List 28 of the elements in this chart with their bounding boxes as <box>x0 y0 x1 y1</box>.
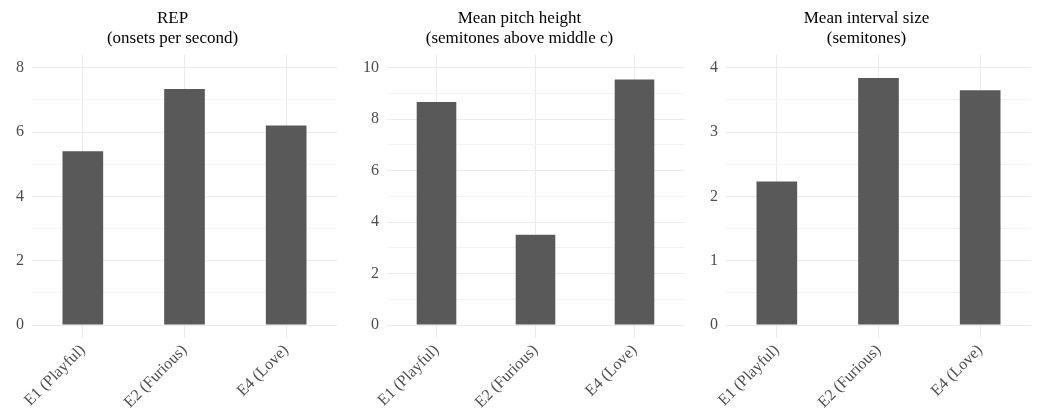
y-tick-label: 3 <box>710 122 718 140</box>
bar <box>265 125 307 325</box>
bar <box>62 151 104 325</box>
y-tick-label: 2 <box>710 186 718 204</box>
bar <box>959 90 1001 325</box>
chart-title: Mean interval size (semitones) <box>803 7 930 48</box>
y-tick-label: 4 <box>371 212 379 230</box>
y-tick-label: 0 <box>371 315 379 333</box>
y-tick-label: 8 <box>371 109 379 127</box>
y-tick-label: 10 <box>363 57 379 75</box>
bar <box>858 77 899 325</box>
y-tick-label: 4 <box>16 186 24 204</box>
bar <box>164 88 205 325</box>
bar <box>515 234 556 325</box>
y-tick-label: 2 <box>371 263 379 281</box>
bar <box>416 101 457 325</box>
y-tick-label: 2 <box>16 250 24 268</box>
chart-title: REP (onsets per second) <box>106 7 239 48</box>
bar <box>614 79 655 325</box>
y-tick-label: 6 <box>16 122 24 140</box>
bar <box>756 181 798 325</box>
y-tick-label: 8 <box>16 57 24 75</box>
chart-title: Mean pitch height (semitones above middle c) <box>425 7 614 48</box>
y-tick-label: 6 <box>371 160 379 178</box>
y-tick-label: 0 <box>710 315 718 333</box>
y-tick-label: 4 <box>710 57 718 75</box>
y-tick-label: 0 <box>16 315 24 333</box>
y-tick-label: 1 <box>710 250 718 268</box>
